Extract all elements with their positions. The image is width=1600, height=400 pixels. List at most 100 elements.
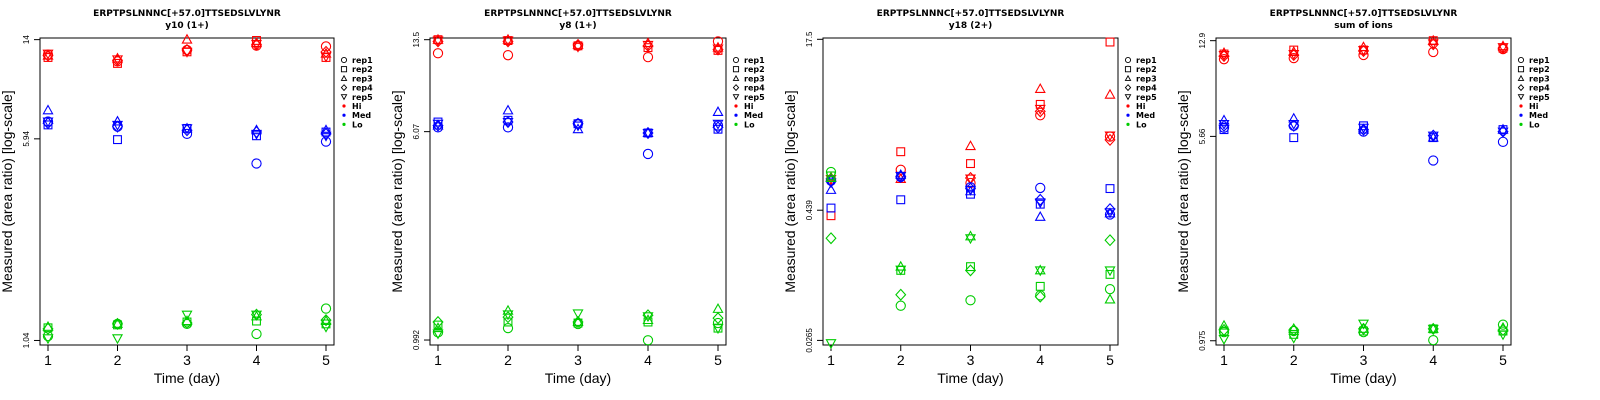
data-point-hi-rep2 — [1036, 100, 1044, 108]
data-point-hi-rep1 — [503, 51, 512, 60]
data-point-med-rep3 — [1036, 212, 1045, 220]
y-tick-label: 5.94 — [22, 131, 31, 147]
data-point-lo-rep1 — [896, 301, 905, 310]
data-point-lo-rep1 — [252, 329, 261, 338]
data-point-med-rep3 — [43, 105, 52, 113]
legend-label: rep2 — [1529, 65, 1550, 74]
data-point-hi-rep1 — [1036, 111, 1045, 120]
legend-label: rep4 — [1529, 84, 1550, 93]
data-point-lo-rep3 — [713, 304, 722, 312]
plot-frame — [1216, 38, 1511, 345]
x-tick-label: 2 — [1290, 352, 1298, 368]
chart-subtitle: y8 (1+) — [559, 21, 596, 31]
legend-label: rep1 — [1529, 56, 1550, 65]
y-tick-label: 5.66 — [1198, 128, 1207, 144]
data-point-lo-rep3 — [966, 231, 975, 239]
chart-title: ERPTPSLNNNC[+57.0]TTSEDSLVLYNR — [1270, 9, 1458, 19]
chart-panel-3: ERPTPSLNNNC[+57.0]TTSEDSLVLYNRy18 (2+)1 2… — [782, 9, 1157, 386]
legend-label: Hi — [1136, 102, 1146, 111]
legend-marker-med — [342, 114, 345, 117]
legend-marker-lo — [1126, 123, 1129, 126]
legend-label: rep4 — [1136, 84, 1157, 93]
data-point-med-rep2 — [897, 196, 905, 204]
legend-label: Med — [1136, 111, 1155, 120]
data-point-hi-rep2 — [1106, 38, 1114, 46]
x-tick-label: 2 — [504, 352, 512, 368]
data-point-hi-rep1 — [433, 49, 442, 58]
y-tick-label: 14 — [22, 35, 31, 44]
legend-marker-med — [1126, 114, 1129, 117]
data-point-med-rep1 — [643, 149, 652, 158]
legend-label: Hi — [1529, 102, 1539, 111]
data-point-lo-rep1 — [643, 336, 652, 345]
data-point-med-rep2 — [114, 136, 122, 144]
x-tick-label: 1 — [827, 352, 835, 368]
x-tick-label: 5 — [1499, 352, 1507, 368]
legend-label: rep5 — [744, 93, 765, 102]
x-tick-label: 3 — [183, 352, 191, 368]
legend-marker-rep4 — [1125, 85, 1130, 91]
legend-marker-rep2 — [733, 67, 738, 72]
data-point-hi-rep3 — [1036, 84, 1045, 92]
legend-label: Med — [1529, 111, 1548, 120]
legend-marker-rep1 — [733, 57, 738, 62]
chart-subtitle: y18 (2+) — [949, 21, 993, 31]
legend-marker-hi — [342, 104, 345, 107]
legend-label: rep5 — [1136, 93, 1157, 102]
data-point-lo-rep5 — [1105, 267, 1114, 275]
data-point-med-rep3 — [503, 106, 512, 114]
data-point-lo-rep3 — [1105, 295, 1114, 303]
legend: rep1rep2rep3rep4rep5HiMedLo — [1125, 56, 1157, 129]
legend-marker-rep4 — [341, 85, 346, 91]
data-point-hi-rep3 — [643, 38, 652, 46]
x-tick-label: 2 — [897, 352, 905, 368]
legend-label: Hi — [352, 102, 362, 111]
data-point-hi-rep2 — [897, 148, 905, 156]
chart-panel-1: ERPTPSLNNNC[+57.0]TTSEDSLVLYNR y10 (1+) 1 2… — [0, 9, 373, 386]
data-point-lo-rep1 — [966, 296, 975, 305]
legend-marker-rep5 — [1125, 95, 1130, 100]
legend-label: rep3 — [1529, 74, 1550, 83]
data-point-lo-rep1 — [321, 304, 330, 313]
data-point-lo-rep4 — [1105, 235, 1115, 246]
chart-title: ERPTPSLNNNC[+57.0]TTSEDSLVLYNR — [93, 9, 281, 19]
legend-label: rep3 — [744, 74, 765, 83]
legend-label: Lo — [1136, 120, 1147, 129]
data-point-med-rep1 — [1498, 137, 1507, 146]
x-axis-label: Time (day) — [545, 370, 611, 386]
y-tick-label: 1.04 — [22, 332, 31, 348]
y-tick-label: 17.5 — [805, 31, 814, 47]
legend-marker-rep2 — [341, 67, 346, 72]
x-tick-label: 3 — [967, 352, 975, 368]
legend-marker-lo — [342, 123, 345, 126]
legend-marker-rep4 — [1518, 85, 1523, 91]
data-point-lo-rep5 — [966, 235, 975, 243]
data-point-lo-rep1 — [1105, 285, 1114, 294]
legend-marker-rep3 — [1518, 76, 1523, 81]
legend-label: rep2 — [1136, 65, 1157, 74]
data-point-hi-rep2 — [827, 212, 835, 220]
x-tick-label: 3 — [574, 352, 582, 368]
legend-marker-hi — [734, 104, 737, 107]
legend-label: Lo — [352, 120, 363, 129]
legend-label: rep2 — [352, 65, 373, 74]
data-point-lo-rep2 — [967, 263, 975, 271]
legend-marker-rep3 — [733, 76, 738, 81]
y-axis-label: Measured (area ratio) [log-scale] — [389, 90, 405, 292]
x-axis-label: Time (day) — [154, 370, 220, 386]
legend-label: Hi — [744, 102, 754, 111]
data-point-hi-rep3 — [182, 35, 191, 43]
legend-marker-rep1 — [1518, 57, 1523, 62]
x-tick-label: 5 — [1106, 352, 1114, 368]
x-axis-label: Time (day) — [937, 370, 1003, 386]
y-axis-label: Measured (area ratio) [log-scale] — [782, 90, 798, 292]
data-point-med-rep2 — [827, 204, 835, 212]
data-point-lo-rep2 — [253, 317, 261, 325]
legend-label: rep4 — [352, 84, 373, 93]
data-point-med-rep1 — [1036, 183, 1045, 192]
chart-panel-2: ERPTPSLNNNC[+57.0]TTSEDSLVLYNRy8 (1+)1 2 3… — [389, 9, 765, 386]
chart-title: ERPTPSLNNNC[+57.0]TTSEDSLVLYNR — [484, 9, 672, 19]
legend-marker-rep3 — [341, 76, 346, 81]
legend-label: rep1 — [1136, 56, 1157, 65]
